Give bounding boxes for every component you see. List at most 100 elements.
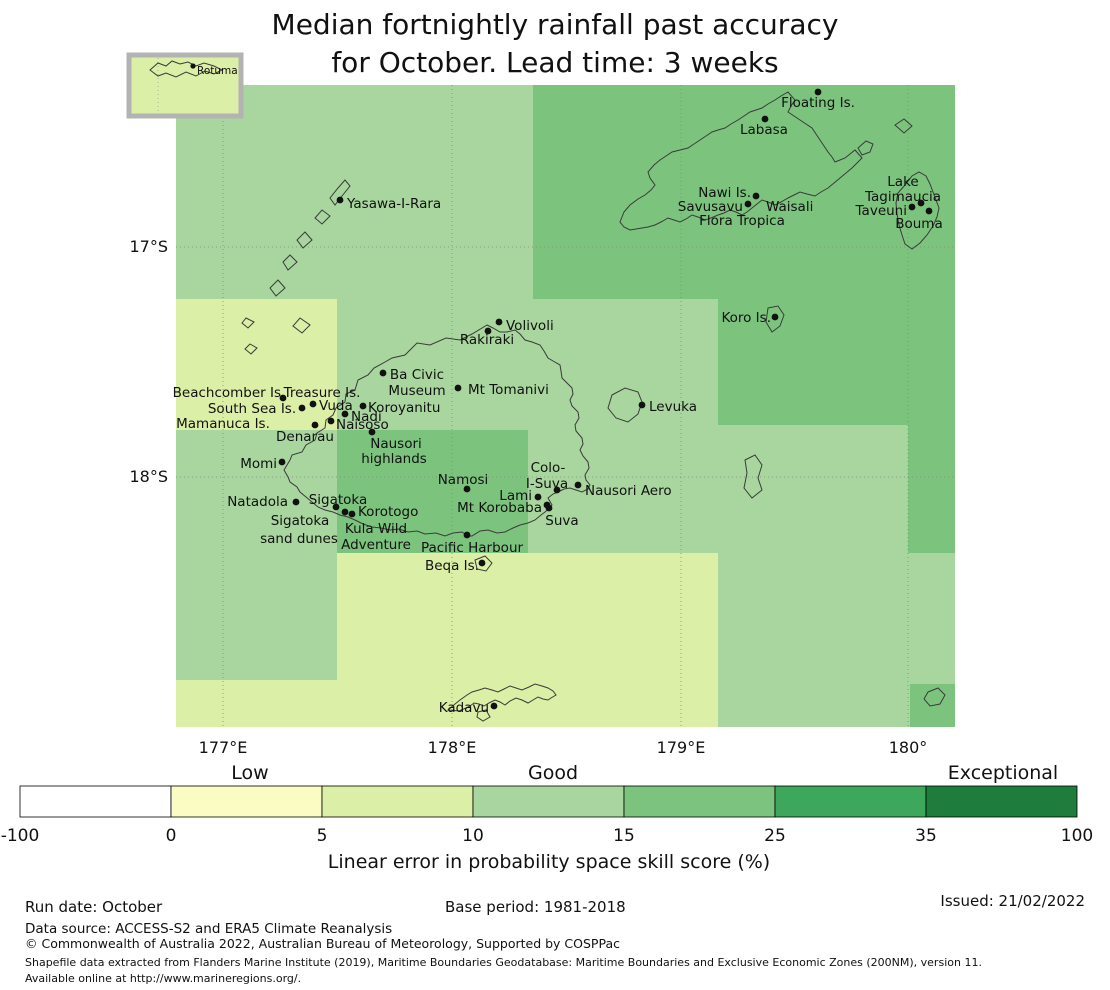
place-label: Mamanuca Is. bbox=[176, 416, 270, 432]
place-label: Volivoli bbox=[506, 318, 554, 334]
place-label: Labasa bbox=[740, 122, 788, 138]
coastlines bbox=[241, 91, 946, 722]
place-label: highlands bbox=[361, 451, 427, 467]
place-label: Museum bbox=[388, 383, 445, 399]
place-label: Natadola bbox=[227, 494, 288, 510]
run-date-text: Run date: October bbox=[25, 898, 163, 916]
place-marker-dot bbox=[341, 410, 349, 418]
grid-cell-pale bbox=[337, 553, 718, 680]
place-marker-dot bbox=[744, 200, 752, 208]
place-marker-dot bbox=[463, 531, 471, 539]
place-marker-dot bbox=[761, 115, 769, 123]
place-marker-dot bbox=[908, 203, 916, 211]
place-marker-dot bbox=[341, 508, 349, 516]
shapefile-attribution-line2: Available online at http://www.marinereg… bbox=[25, 972, 301, 985]
place-label: Nausori Aero bbox=[585, 483, 672, 499]
place-marker-dot bbox=[359, 402, 367, 410]
place-label: Flora Tropica bbox=[699, 213, 785, 229]
place-label: Koroyanitu bbox=[368, 400, 440, 416]
place-label: Kula Wild bbox=[345, 521, 407, 537]
place-marker-dots bbox=[278, 88, 933, 710]
coastline-vatu-vara bbox=[923, 687, 946, 707]
place-label: Pacific Harbour bbox=[421, 540, 524, 556]
coastline-taveuni bbox=[895, 171, 940, 250]
x-axis-tick-label: 178°E bbox=[428, 738, 477, 757]
grid-cell-mid bbox=[718, 299, 908, 425]
place-marker-dot bbox=[925, 207, 933, 215]
copyright-text: © Commonwealth of Australia 2022, Austra… bbox=[25, 936, 620, 951]
place-marker-dot bbox=[309, 400, 317, 408]
coastline-yasawa-1 bbox=[329, 179, 351, 206]
place-marker-dot bbox=[490, 702, 498, 710]
place-label: Floating Is. bbox=[781, 95, 855, 111]
inset-frame bbox=[126, 52, 244, 119]
place-label: Tagimaucia bbox=[864, 189, 941, 205]
colorbar-tick-label: 25 bbox=[764, 826, 786, 846]
place-label: Bouma bbox=[895, 216, 943, 232]
place-label: sand dunes bbox=[260, 531, 338, 547]
place-marker-dot bbox=[379, 369, 387, 377]
colorbar-segment bbox=[774, 785, 927, 818]
colorbar-segment bbox=[170, 785, 323, 818]
figure-title-line1: Median fortnightly rainfall past accurac… bbox=[272, 8, 839, 41]
coastline-islet-ne bbox=[894, 118, 913, 134]
place-label: Levuka bbox=[649, 399, 697, 415]
place-label: Nausori bbox=[370, 436, 422, 452]
x-axis-tick-label: 180° bbox=[889, 738, 928, 757]
coastline-rabi bbox=[857, 140, 874, 156]
y-axis-tick-label: 18°S bbox=[129, 467, 168, 486]
colorbar-segment bbox=[623, 785, 776, 818]
place-marker-dot bbox=[332, 503, 340, 511]
place-label: Vuda bbox=[319, 398, 353, 414]
colorbar-segment bbox=[19, 785, 172, 818]
colorbar-axis-label: Linear error in probability space skill … bbox=[328, 851, 770, 873]
place-marker-dot bbox=[336, 196, 344, 204]
shapefile-attribution-line1: Shapefile data extracted from Flanders M… bbox=[25, 956, 982, 969]
colorbar-segment bbox=[321, 785, 474, 818]
place-label: South Sea Is. bbox=[208, 401, 296, 417]
rotuma-inset: Rotuma bbox=[126, 52, 244, 119]
axis-tick-labels: 177°E 178°E 179°E 180° 17°S 18°S bbox=[129, 237, 927, 757]
place-label: Beqa Is. bbox=[425, 558, 479, 574]
colorbar-tick-label: 100 bbox=[1061, 826, 1093, 846]
place-marker-dot bbox=[478, 559, 486, 567]
colorbar-tick-label: 10 bbox=[462, 826, 484, 846]
place-label: Nadi bbox=[351, 409, 382, 425]
coastline-mamanuca-3 bbox=[244, 343, 258, 355]
coastline-yasawa-3 bbox=[296, 231, 313, 249]
colorbar-region-label: Good bbox=[528, 762, 578, 784]
colorbar-segment bbox=[472, 785, 625, 818]
place-label: Waisali bbox=[766, 199, 813, 215]
place-marker-dot bbox=[771, 313, 779, 321]
place-label: Denarau bbox=[276, 429, 334, 445]
place-marker-dot bbox=[278, 458, 286, 466]
rotuma-label: Rotuma bbox=[197, 65, 238, 77]
place-marker-dot bbox=[454, 384, 462, 392]
place-marker-dot bbox=[553, 486, 561, 494]
figure-title-line2: for October. Lead time: 3 weeks bbox=[331, 46, 778, 79]
place-marker-dot bbox=[327, 417, 335, 425]
rotuma-marker-dot bbox=[190, 63, 196, 69]
place-marker-dot bbox=[752, 192, 760, 200]
place-label: Mt Korobaba bbox=[457, 500, 542, 516]
place-marker-dot bbox=[495, 318, 503, 326]
data-source-text: Data source: ACCESS-S2 and ERA5 Climate … bbox=[25, 921, 392, 937]
colorbar-tick-label: 15 bbox=[613, 826, 635, 846]
place-label: Mt Tomanivi bbox=[468, 382, 549, 398]
coastline-viti-levu bbox=[283, 324, 591, 537]
place-marker-dot bbox=[545, 504, 553, 512]
grid-cell-pale bbox=[176, 680, 718, 727]
place-label: Namosi bbox=[438, 472, 489, 488]
place-marker-dot bbox=[534, 493, 542, 501]
coastline-yasawa-5 bbox=[269, 279, 286, 297]
place-marker-dot bbox=[638, 401, 646, 409]
colorbar-tick-label: -100 bbox=[1, 826, 40, 846]
colorbar-tick-label: 5 bbox=[317, 826, 328, 846]
coastline-vanua-levu bbox=[619, 91, 863, 231]
place-marker-dot bbox=[348, 510, 356, 518]
colorbar-tick-label: 35 bbox=[915, 826, 937, 846]
place-label: Beachcomber Is. bbox=[173, 385, 286, 401]
place-label: Momi bbox=[240, 456, 277, 472]
